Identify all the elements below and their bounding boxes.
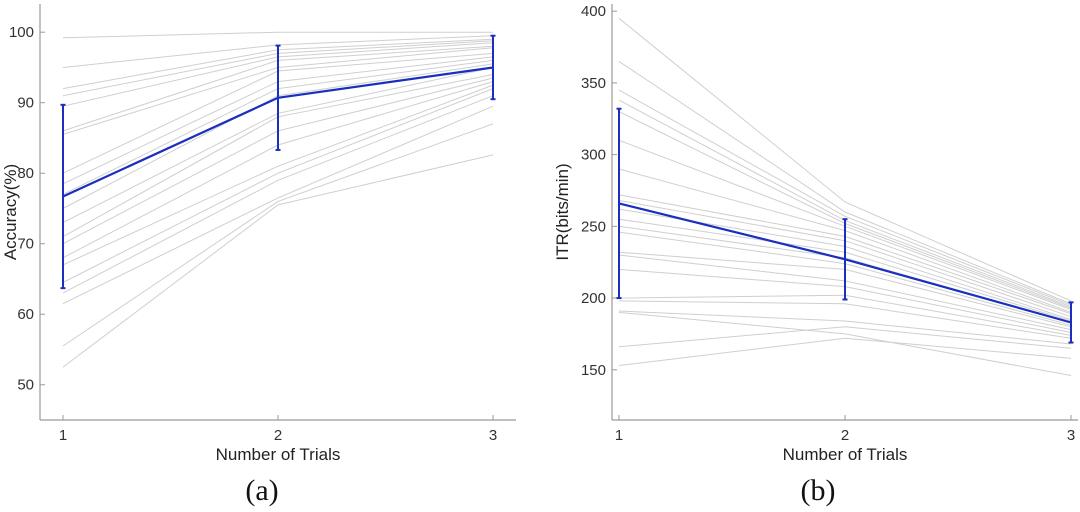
subject-line [618, 60, 1072, 305]
y-tick-label: 90 [17, 95, 34, 112]
panel-b-itr-chart: 150 200 250 300 350 400 1 2 3 Number of Trials ITR… [553, 3, 1078, 507]
x-tick-label: 2 [841, 427, 849, 444]
y-axis-label: ITR(bits/min) [553, 163, 572, 260]
y-tick-label: 200 [581, 290, 606, 307]
y-tick-label: 70 [17, 236, 34, 253]
subject-line [62, 84, 494, 266]
x-tick-label: 3 [1067, 427, 1075, 444]
y-tick-label: 80 [17, 165, 34, 182]
x-tick-label: 3 [489, 427, 497, 444]
subject-line [618, 311, 1072, 376]
panel-label: (a) [245, 474, 278, 507]
subject-line [618, 326, 1072, 349]
subject-line [62, 123, 494, 347]
subject-line [618, 17, 1072, 302]
y-tick-label: 300 [581, 147, 606, 164]
subject-line [618, 89, 1072, 306]
y-tick-label: 100 [9, 24, 34, 41]
panel-label: (b) [801, 474, 836, 507]
subject-line [618, 310, 1072, 345]
subject-line [618, 300, 1072, 339]
y-tick-label: 150 [581, 362, 606, 379]
y-tick-label: 400 [581, 3, 606, 20]
subject-line [62, 31, 493, 39]
y-tick-label: 50 [17, 377, 34, 394]
x-tick-label: 1 [59, 427, 67, 444]
subject-line [62, 88, 494, 283]
x-axis-label: Number of Trials [216, 445, 341, 464]
subject-line [62, 105, 494, 305]
subject-line [62, 95, 494, 294]
x-axis-label: Number of Trials [783, 445, 908, 464]
x-tick-label: 1 [615, 427, 623, 444]
x-tick-label: 2 [274, 427, 282, 444]
y-tick-label: 350 [581, 75, 606, 92]
subject-line [618, 337, 1072, 366]
panel-a-accuracy-chart: 50 60 70 80 90 100 1 2 3 Number of Trials Accuracy… [1, 4, 516, 507]
y-tick-label: 60 [17, 306, 34, 323]
subject-line [62, 154, 494, 368]
y-axis-label: Accuracy(%) [1, 164, 20, 260]
y-tick-label: 250 [581, 218, 606, 235]
